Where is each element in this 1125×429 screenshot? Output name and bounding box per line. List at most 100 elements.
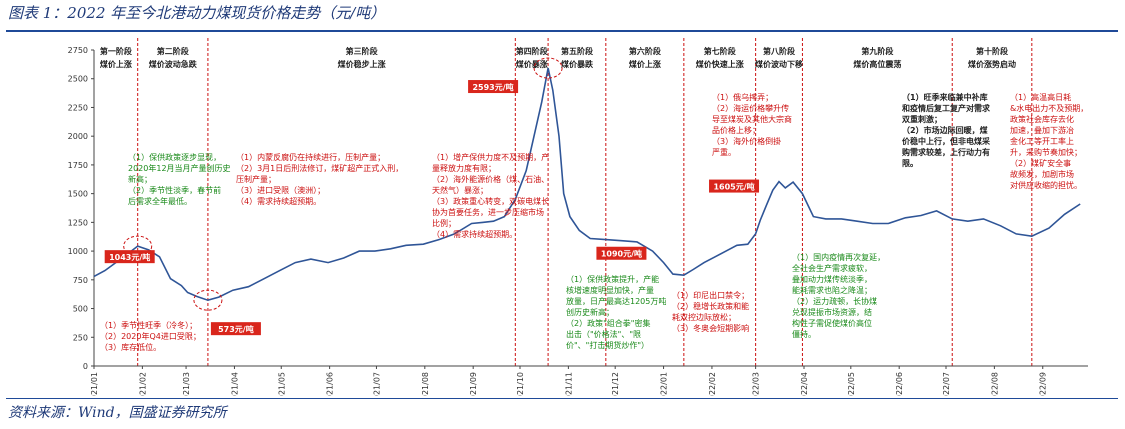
annotation-line: 耗双控边际放松； — [672, 312, 736, 322]
x-tick-label: 2022/05 — [847, 372, 856, 396]
y-tick-label: 1000 — [68, 247, 88, 256]
annotation-line: 双重刺激； — [902, 114, 942, 125]
annotation-line: （4）需求持续超预期。 — [236, 196, 321, 206]
source-divider — [6, 398, 1118, 399]
x-tick-label: 2022/07 — [942, 372, 951, 396]
value-label-box — [596, 246, 647, 260]
y-tick-label: 2750 — [68, 46, 88, 55]
x-tick-label: 2022/09 — [1039, 372, 1048, 396]
annotation-line: 导至煤炭及其他大宗商 — [712, 114, 792, 124]
y-tick-label: 250 — [73, 333, 88, 342]
stage-desc: 煤价上涨 — [100, 59, 132, 69]
x-tick-label: 2021/03 — [182, 372, 191, 396]
annotation-line: 和疫情后复工复产对需求 — [902, 103, 991, 113]
annotation-line: 放量，日产最高达1205万吨 — [566, 296, 666, 306]
x-tick-label: 2022/01 — [660, 372, 669, 396]
annotation-line: （2）3月1日后刑法修订，煤矿超产正式入刑， — [236, 163, 403, 173]
stage-name: 第四阶段 — [516, 46, 548, 56]
annotation-block: （1）国内疫情再次复延，全社会生产需求疲软，叠加动力煤传统淡季，能耗需求也陷之降… — [792, 252, 885, 339]
annotation-line: 核增速度明显加快，产量 — [566, 285, 654, 295]
annotation-line: （2）季节性淡季，春节前 — [128, 185, 221, 195]
annotation-block: （1）俄乌摔弄；（2）海运价格攀升传导至煤炭及其他大宗商品价格上移；（3）海外价… — [712, 92, 792, 157]
stage-name: 第三阶段 — [346, 46, 378, 56]
title-divider — [6, 30, 1118, 32]
stage-name: 第八阶段 — [763, 46, 795, 56]
x-tick-label: 2022/03 — [752, 372, 761, 396]
peak-highlight-ellipse — [193, 289, 223, 311]
stage-name: 第二阶段 — [157, 46, 189, 56]
x-tick-label: 2021/02 — [138, 372, 147, 396]
annotation-line: （4）需求持续超预期。 — [432, 229, 517, 239]
y-tick-label: 2250 — [68, 103, 88, 112]
annotation-line: （1）俄乌摔弄； — [712, 92, 773, 102]
x-tick-label: 2021/12 — [611, 372, 620, 396]
annotation-line: （1）高温高日耗 — [1010, 92, 1071, 102]
x-tick-label: 2021/05 — [277, 372, 286, 396]
x-tick-label: 2021/06 — [326, 372, 335, 396]
y-tick-label: 1500 — [68, 190, 88, 199]
stage-desc: 煤价暴涨 — [516, 59, 548, 69]
stage-desc: 煤价波动下移 — [755, 59, 803, 69]
y-tick-label: 1750 — [68, 161, 88, 170]
annotation-layer: （1）季节性旺季（冷冬）；（2）2020年Q4进口受限；（3）库存低位。 （1）保… — [100, 92, 1088, 352]
annotation-line: 故频发，加剧市场 — [1010, 169, 1074, 179]
annotation-line: 全社会生产需求疲软， — [792, 263, 872, 273]
annotation-line: 天然气）暴涨； — [432, 185, 488, 195]
stage-desc: 煤价涨势启动 — [968, 59, 1016, 69]
stage-desc: 煤价波动急跌 — [149, 59, 198, 69]
annotation-line: （2）市场边际回暖，煤 — [902, 125, 988, 135]
annotation-line: （3）进口受限（澳洲）； — [236, 185, 325, 195]
annotation-line: 协为首要任务，进一步压缩市场 — [432, 207, 544, 217]
value-label-box — [709, 179, 760, 193]
annotation-line: 品价格上移； — [712, 125, 760, 135]
annotation-line: （3）库存低位。 — [100, 342, 161, 352]
annotation-line: （1）印尼出口禁令； — [672, 290, 749, 300]
axis-layer: 0 250 500 750 1000 1250 1500 1750 2000 2250 2500 27… — [68, 46, 1088, 396]
annotation-block: （1）内蒙反腐仍在持续进行，压制产量；（2）3月1日后刑法修订，煤矿超产正式入刑… — [236, 152, 403, 206]
x-tick-label: 2021/11 — [564, 372, 573, 396]
y-tick-label: 750 — [73, 276, 88, 285]
x-tick-label: 2022/04 — [800, 372, 809, 396]
annotation-block: （1）季节性旺季（冷冬）；（2）2020年Q4进口受限；（3）库存低位。 — [100, 320, 201, 352]
stage-desc: 煤价暴跌 — [561, 59, 594, 69]
stage-name: 第五阶段 — [561, 46, 593, 56]
stage-name: 第九阶段 — [861, 46, 893, 56]
figure-title: 图表 1：2022 年至今北港动力煤现货价格走势（元/吨） — [8, 4, 386, 22]
y-tick-label: 2500 — [68, 75, 88, 84]
annotation-line: （3）政策重心转变，双碳电煤长 — [432, 196, 549, 206]
annotation-line: 新高； — [128, 174, 152, 184]
annotation-line: 能耗需求也陷之降温； — [792, 285, 872, 295]
annotation-block: （1）高温高日耗&水电出力不及预期，政策社会库存去化加速，叠加下游冶金化工等开工… — [1010, 92, 1088, 190]
annotation-line: 2020年12月当月产量创历史 — [128, 163, 231, 173]
stage-name: 第十阶段 — [976, 46, 1008, 56]
stage-desc: 煤价上涨 — [629, 59, 661, 69]
annotation-line: 比例； — [432, 218, 456, 228]
annotation-line: 压制产量； — [236, 174, 276, 184]
x-tick-label: 2021/08 — [421, 372, 430, 396]
annotation-line: 量释放力度有限； — [432, 163, 496, 173]
value-label-box — [104, 250, 155, 264]
annotation-line: （1）保供政策逐步显现， — [128, 152, 221, 162]
annotation-line: 后需求全年最低。 — [128, 196, 192, 206]
value-label-box — [468, 80, 519, 94]
annotation-line: 创历史新高； — [566, 307, 614, 317]
x-tick-label: 2021/09 — [469, 372, 478, 396]
annotation-line: 僵持。 — [792, 329, 816, 339]
annotation-line: 兑现提振市场资源，结 — [792, 307, 872, 317]
annotation-line: 叠加动力煤传统淡季， — [792, 274, 872, 284]
annotation-line: （2）煤矿安全事 — [1010, 158, 1071, 168]
annotation-line: （1）保供政策提升，产能 — [566, 274, 659, 284]
stage-name: 第六阶段 — [629, 46, 661, 56]
y-tick-label: 1250 — [68, 218, 88, 227]
value-label: 1090元/吨 — [601, 249, 642, 259]
annotation-block: （1）旺季来临兼中补库和疫情后复工复产对需求双重刺激；（2）市场边际回暖，煤价稳… — [902, 92, 991, 168]
peak-highlight-ellipse — [533, 57, 563, 79]
y-tick-label: 2000 — [68, 132, 88, 141]
annotation-line: 加速，叠加下游冶 — [1010, 125, 1074, 135]
value-label: 1043元/吨 — [109, 252, 150, 262]
annotation-block: （1）保供政策提升，产能核增速度明显加快，产量放量，日产最高达1205万吨创历史… — [566, 274, 666, 350]
stage-desc: 煤价快速上涨 — [696, 59, 744, 69]
